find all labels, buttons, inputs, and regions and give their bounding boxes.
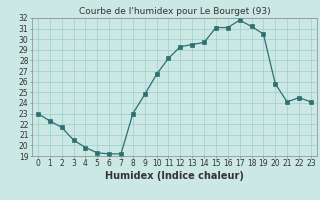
Title: Courbe de l'humidex pour Le Bourget (93): Courbe de l'humidex pour Le Bourget (93) xyxy=(79,7,270,16)
X-axis label: Humidex (Indice chaleur): Humidex (Indice chaleur) xyxy=(105,171,244,181)
